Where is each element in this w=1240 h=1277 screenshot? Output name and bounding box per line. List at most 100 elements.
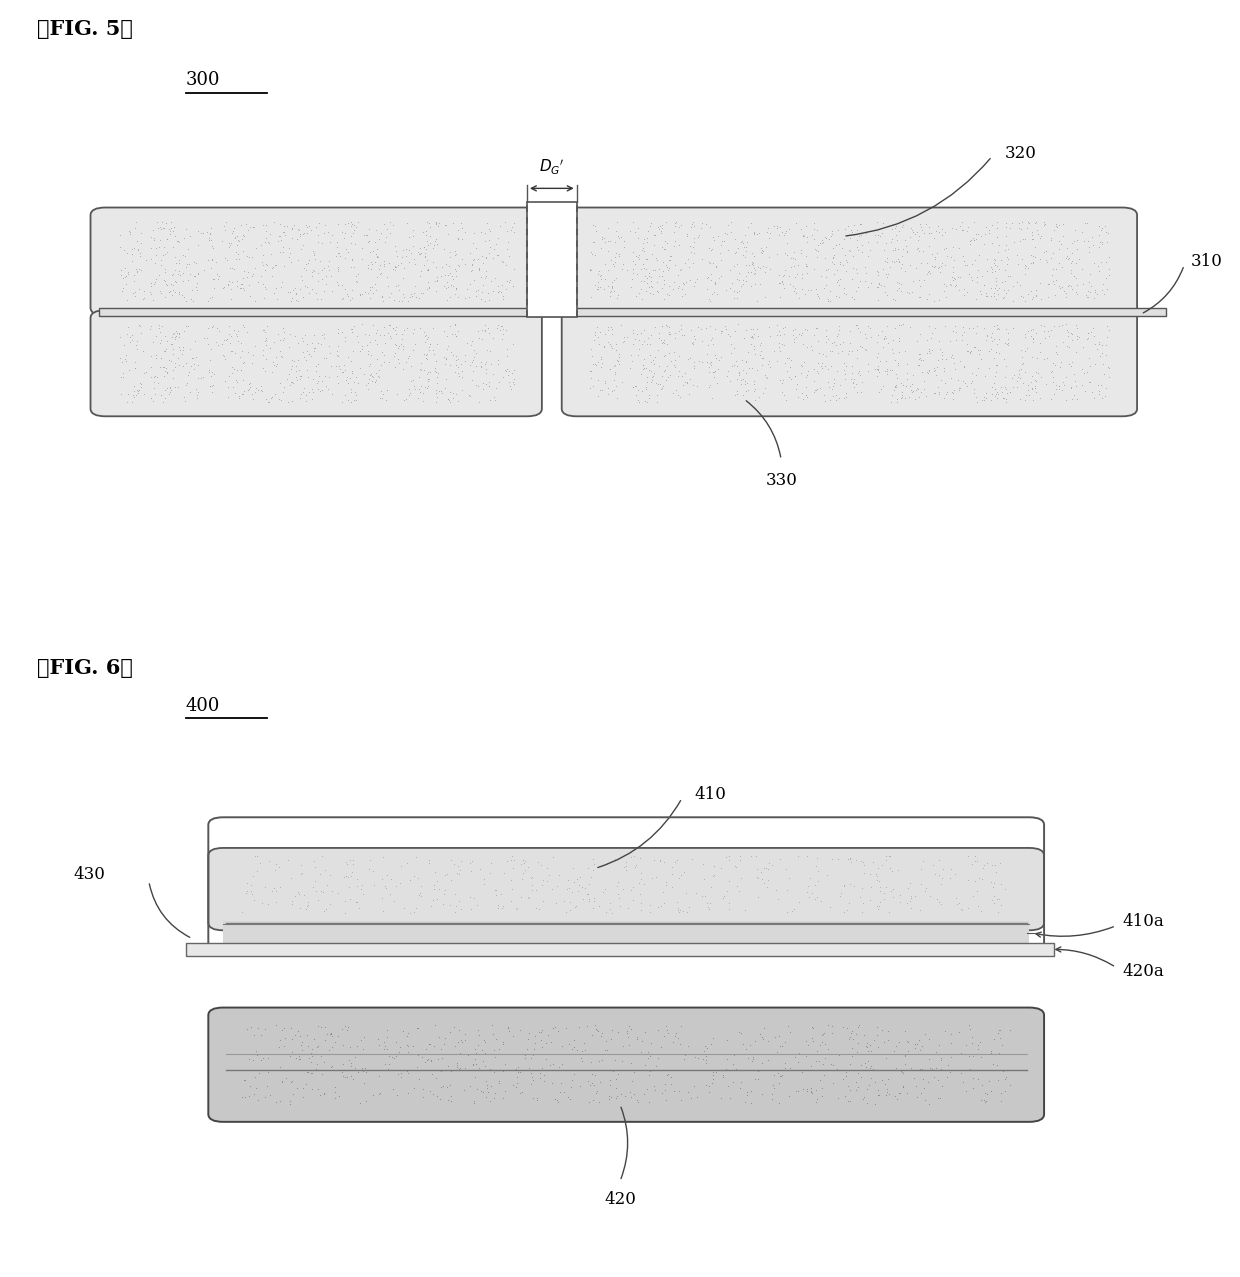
Point <box>838 1029 858 1050</box>
Point <box>901 382 921 402</box>
Point <box>945 359 965 379</box>
Point <box>508 1061 528 1082</box>
Point <box>810 1034 830 1055</box>
Point <box>951 1062 971 1083</box>
Point <box>464 888 484 908</box>
Point <box>921 328 941 349</box>
Point <box>861 318 880 338</box>
Point <box>655 345 675 365</box>
Point <box>367 246 387 267</box>
Point <box>448 1052 467 1073</box>
Point <box>188 263 208 283</box>
Point <box>441 342 461 363</box>
Point <box>449 856 469 876</box>
Point <box>796 216 816 236</box>
Point <box>652 331 672 351</box>
Point <box>495 359 515 379</box>
Point <box>172 285 192 305</box>
Point <box>952 246 972 267</box>
Point <box>928 350 947 370</box>
Point <box>642 867 662 888</box>
Point <box>941 858 961 879</box>
Point <box>903 271 923 291</box>
Point <box>404 1078 424 1098</box>
Point <box>655 852 675 872</box>
Point <box>511 1083 531 1103</box>
Point <box>951 1042 971 1062</box>
Point <box>698 356 718 377</box>
Point <box>660 322 680 342</box>
Point <box>394 287 414 308</box>
Point <box>386 1032 405 1052</box>
Point <box>661 1066 681 1087</box>
Point <box>882 340 901 360</box>
FancyBboxPatch shape <box>208 848 1044 930</box>
Point <box>451 1031 471 1051</box>
Point <box>996 259 1016 280</box>
Point <box>963 230 983 250</box>
Point <box>677 223 697 244</box>
Point <box>1022 229 1042 249</box>
Point <box>288 291 308 312</box>
Point <box>874 276 894 296</box>
Point <box>598 259 618 280</box>
Point <box>957 333 977 354</box>
Point <box>874 884 894 904</box>
Point <box>532 1019 552 1039</box>
Point <box>684 326 704 346</box>
Point <box>366 369 386 389</box>
Point <box>944 383 963 404</box>
Point <box>807 221 827 241</box>
Point <box>941 346 961 366</box>
Point <box>692 249 712 269</box>
Point <box>386 317 405 337</box>
Point <box>455 1059 475 1079</box>
Point <box>286 229 306 249</box>
Point <box>281 291 301 312</box>
Point <box>877 328 897 349</box>
Point <box>1022 221 1042 241</box>
Point <box>629 389 649 410</box>
Point <box>754 872 774 893</box>
Point <box>562 882 582 903</box>
Point <box>949 1022 968 1042</box>
Point <box>392 291 412 312</box>
Point <box>961 230 981 250</box>
Point <box>118 383 138 404</box>
Point <box>702 877 722 898</box>
Point <box>283 1070 303 1091</box>
Point <box>625 222 645 243</box>
Point <box>503 858 523 879</box>
Point <box>325 1082 345 1102</box>
Point <box>882 386 901 406</box>
Point <box>854 324 874 345</box>
Point <box>329 243 348 263</box>
Point <box>947 369 967 389</box>
Point <box>982 331 1002 351</box>
Point <box>846 1080 866 1101</box>
Point <box>383 318 403 338</box>
Point <box>480 377 500 397</box>
Point <box>866 1071 885 1092</box>
Point <box>270 241 290 262</box>
Point <box>743 319 763 340</box>
Point <box>786 1082 806 1102</box>
Point <box>110 327 130 347</box>
Point <box>967 259 987 280</box>
Point <box>636 232 656 253</box>
Point <box>370 1034 389 1055</box>
Point <box>167 231 187 252</box>
Point <box>981 1041 1001 1061</box>
Point <box>265 853 285 873</box>
Point <box>671 259 691 280</box>
Point <box>805 259 825 280</box>
Point <box>299 893 319 913</box>
Point <box>414 238 434 258</box>
Point <box>342 862 362 882</box>
Point <box>769 1027 789 1047</box>
Point <box>858 361 878 382</box>
Point <box>658 1023 678 1043</box>
Point <box>268 231 288 252</box>
Point <box>450 861 470 881</box>
Point <box>232 341 252 361</box>
